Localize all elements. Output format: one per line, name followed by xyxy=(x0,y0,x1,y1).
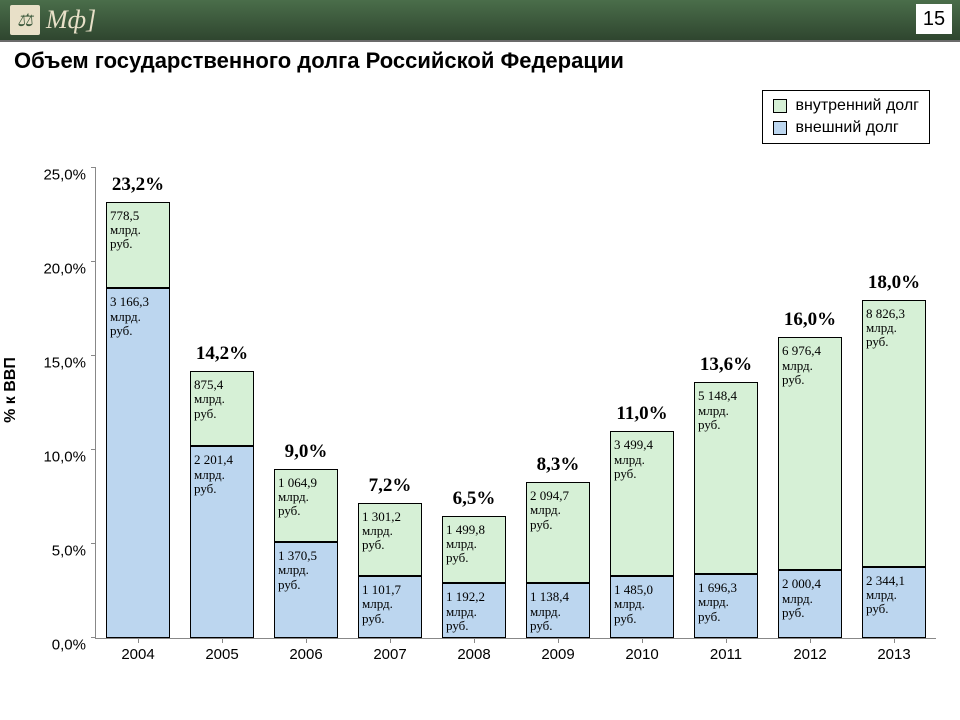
bar-group: 1 101,7 млрд. руб.1 301,2 млрд. руб.7,2% xyxy=(358,503,422,638)
legend: внутренний долг внешний долг xyxy=(762,90,930,144)
bar-total-label: 8,3% xyxy=(537,454,580,476)
bar-total-label: 14,2% xyxy=(196,343,248,365)
y-axis-label: % к ВВП xyxy=(2,357,20,423)
bar-segment-external: 1 101,7 млрд. руб. xyxy=(358,576,422,638)
brand-logo: ⚖ Мф] xyxy=(10,4,96,36)
bar-total-label: 7,2% xyxy=(369,475,412,497)
legend-label-external: внешний долг xyxy=(795,119,898,137)
x-tick-label: 2010 xyxy=(625,638,658,663)
bar-segment-internal: 778,5 млрд. руб. xyxy=(106,202,170,288)
y-tick-mark xyxy=(91,449,96,450)
y-tick-mark xyxy=(91,637,96,638)
bar-group: 1 370,5 млрд. руб.1 064,9 млрд. руб.9,0% xyxy=(274,469,338,638)
header-bar: ⚖ Мф] 15 xyxy=(0,0,960,42)
bar-segment-external: 1 192,2 млрд. руб. xyxy=(442,583,506,638)
x-tick-label: 2004 xyxy=(121,638,154,663)
bar-segment-external: 3 166,3 млрд. руб. xyxy=(106,288,170,638)
bar-total-label: 6,5% xyxy=(453,488,496,510)
bar-segment-internal-label: 1 301,2 млрд. руб. xyxy=(362,510,418,553)
bar-segment-internal: 8 826,3 млрд. руб. xyxy=(862,300,926,567)
brand-text: Мф] xyxy=(46,5,96,35)
y-tick-mark xyxy=(91,355,96,356)
bar-segment-external-label: 1 192,2 млрд. руб. xyxy=(446,590,502,633)
legend-swatch-external xyxy=(773,121,787,135)
bar-segment-external: 1 370,5 млрд. руб. xyxy=(274,542,338,638)
bar-segment-external-label: 1 138,4 млрд. руб. xyxy=(530,590,586,633)
x-tick-label: 2008 xyxy=(457,638,490,663)
bar-segment-external: 1 696,3 млрд. руб. xyxy=(694,574,758,638)
bar-segment-external-label: 2 344,1 млрд. руб. xyxy=(866,574,922,617)
x-tick-label: 2009 xyxy=(541,638,574,663)
bar-segment-internal: 875,4 млрд. руб. xyxy=(190,371,254,446)
bar-segment-internal-label: 5 148,4 млрд. руб. xyxy=(698,389,754,432)
bar-group: 2 000,4 млрд. руб.6 976,4 млрд. руб.16,0… xyxy=(778,337,842,638)
bar-total-label: 11,0% xyxy=(616,403,667,425)
bar-group: 2 201,4 млрд. руб.875,4 млрд. руб.14,2% xyxy=(190,371,254,638)
bar-segment-internal: 2 094,7 млрд. руб. xyxy=(526,482,590,584)
bar-segment-internal-label: 1 064,9 млрд. руб. xyxy=(278,476,334,519)
chart: внутренний долг внешний долг % к ВВП 0,0… xyxy=(0,90,960,710)
y-tick-label: 25,0% xyxy=(43,167,96,184)
bar-segment-internal-label: 875,4 млрд. руб. xyxy=(194,378,250,421)
bar-segment-external: 1 485,0 млрд. руб. xyxy=(610,576,674,638)
bar-segment-internal: 6 976,4 млрд. руб. xyxy=(778,337,842,570)
x-tick-label: 2013 xyxy=(877,638,910,663)
bar-segment-internal: 1 301,2 млрд. руб. xyxy=(358,503,422,576)
bar-total-label: 23,2% xyxy=(112,174,164,196)
x-tick-label: 2006 xyxy=(289,638,322,663)
bar-segment-external-label: 1 370,5 млрд. руб. xyxy=(278,549,334,592)
bar-segment-internal-label: 6 976,4 млрд. руб. xyxy=(782,344,838,387)
x-tick-label: 2011 xyxy=(710,638,742,663)
x-tick-label: 2012 xyxy=(793,638,826,663)
bar-total-label: 18,0% xyxy=(868,272,920,294)
bar-segment-external-label: 1 101,7 млрд. руб. xyxy=(362,583,418,626)
bar-segment-internal: 1 064,9 млрд. руб. xyxy=(274,469,338,542)
bar-segment-internal-label: 1 499,8 млрд. руб. xyxy=(446,523,502,566)
bar-total-label: 16,0% xyxy=(784,309,836,331)
y-tick-label: 0,0% xyxy=(52,637,96,654)
y-tick-label: 5,0% xyxy=(52,543,96,560)
y-tick-mark xyxy=(91,543,96,544)
y-tick-mark xyxy=(91,167,96,168)
bar-segment-external-label: 1 696,3 млрд. руб. xyxy=(698,581,754,624)
plot-area: 0,0%5,0%10,0%15,0%20,0%25,0%20043 166,3 … xyxy=(95,168,936,639)
bar-group: 1 485,0 млрд. руб.3 499,4 млрд. руб.11,0… xyxy=(610,431,674,638)
legend-item-internal: внутренний долг xyxy=(773,95,919,117)
y-tick-label: 15,0% xyxy=(43,355,96,372)
slide-title: Объем государственного долга Российской … xyxy=(14,48,624,74)
y-tick-label: 10,0% xyxy=(43,449,96,466)
bar-segment-internal: 3 499,4 млрд. руб. xyxy=(610,431,674,576)
x-tick-label: 2005 xyxy=(205,638,238,663)
y-tick-label: 20,0% xyxy=(43,261,96,278)
bar-segment-external: 2 000,4 млрд. руб. xyxy=(778,570,842,638)
bar-segment-internal-label: 778,5 млрд. руб. xyxy=(110,209,166,252)
bar-group: 3 166,3 млрд. руб.778,5 млрд. руб.23,2% xyxy=(106,202,170,638)
crest-icon: ⚖ xyxy=(10,5,40,35)
bar-segment-internal-label: 3 499,4 млрд. руб. xyxy=(614,438,670,481)
bar-segment-external: 1 138,4 млрд. руб. xyxy=(526,583,590,638)
bar-segment-internal-label: 2 094,7 млрд. руб. xyxy=(530,489,586,532)
x-tick-label: 2007 xyxy=(373,638,406,663)
bar-segment-external: 2 344,1 млрд. руб. xyxy=(862,567,926,638)
legend-item-external: внешний долг xyxy=(773,117,919,139)
bar-segment-external: 2 201,4 млрд. руб. xyxy=(190,446,254,638)
bar-group: 1 138,4 млрд. руб.2 094,7 млрд. руб.8,3% xyxy=(526,482,590,638)
bar-segment-internal: 5 148,4 млрд. руб. xyxy=(694,382,758,574)
bar-total-label: 9,0% xyxy=(285,441,328,463)
bar-group: 1 696,3 млрд. руб.5 148,4 млрд. руб.13,6… xyxy=(694,382,758,638)
bar-segment-external-label: 2 201,4 млрд. руб. xyxy=(194,453,250,496)
bar-segment-external-label: 1 485,0 млрд. руб. xyxy=(614,583,670,626)
page-number: 15 xyxy=(916,4,952,34)
bar-group: 1 192,2 млрд. руб.1 499,8 млрд. руб.6,5% xyxy=(442,516,506,638)
y-tick-mark xyxy=(91,261,96,262)
legend-label-internal: внутренний долг xyxy=(795,97,919,115)
legend-swatch-internal xyxy=(773,99,787,113)
bar-group: 2 344,1 млрд. руб.8 826,3 млрд. руб.18,0… xyxy=(862,300,926,638)
bar-segment-external-label: 3 166,3 млрд. руб. xyxy=(110,295,166,338)
bar-segment-internal: 1 499,8 млрд. руб. xyxy=(442,516,506,584)
bar-segment-external-label: 2 000,4 млрд. руб. xyxy=(782,577,838,620)
bar-segment-internal-label: 8 826,3 млрд. руб. xyxy=(866,307,922,350)
bar-total-label: 13,6% xyxy=(700,354,752,376)
